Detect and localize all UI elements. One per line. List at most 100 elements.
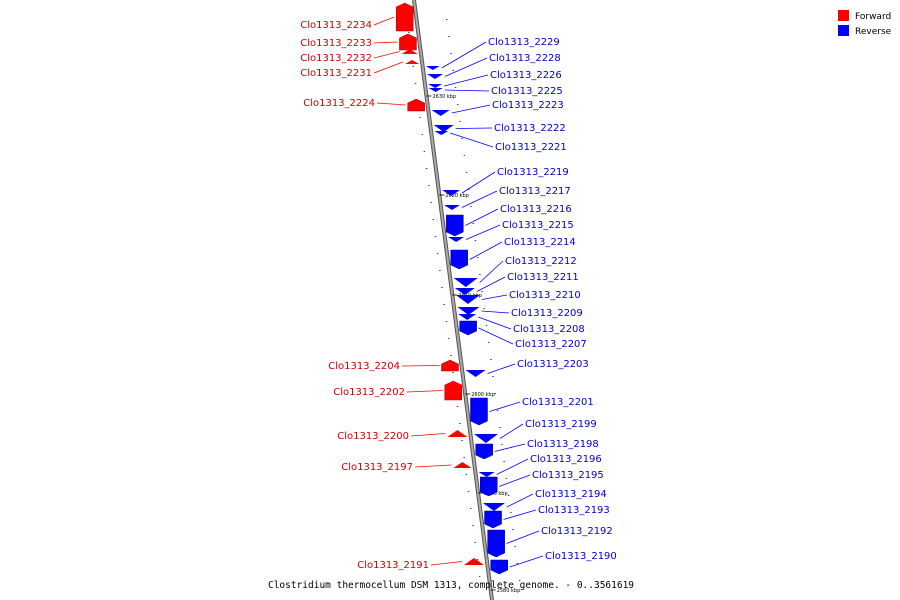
gene-block (399, 33, 417, 51)
gene-label: Clo1313_2203 (517, 359, 589, 370)
spine-marker (476, 559, 479, 560)
label-leader (506, 530, 540, 544)
gene-Clo1313_2192: Clo1313_2192 (487, 526, 613, 558)
label-leader (509, 555, 544, 568)
spine-marker (408, 32, 410, 33)
gene-block (470, 397, 488, 426)
gene-label: Clo1313_2207 (515, 339, 587, 350)
gene-block (478, 472, 495, 477)
label-leader (494, 443, 526, 452)
spine-marker (507, 495, 510, 496)
gene-block (490, 559, 508, 575)
gene-label: Clo1313_2228 (489, 53, 561, 64)
label-leader (499, 423, 524, 439)
gene-block (455, 295, 480, 304)
spine-marker (474, 542, 476, 543)
label-leader (499, 474, 531, 487)
gene-Clo1313_2215: Clo1313_2215 (448, 220, 574, 242)
gene-Clo1313_2196: Clo1313_2196 (478, 454, 602, 477)
gene-Clo1313_2229: Clo1313_2229 (425, 37, 560, 70)
gene-label: Clo1313_2215 (502, 220, 574, 231)
spine-marker (452, 70, 455, 71)
gene-label: Clo1313_2200 (337, 431, 409, 442)
spine-marker (428, 185, 430, 186)
spine-marker (436, 253, 439, 254)
spine-marker (476, 257, 479, 258)
gene-block (443, 205, 460, 210)
gene-Clo1313_2199: Clo1313_2199 (474, 419, 597, 443)
gene-label: Clo1313_2197 (341, 462, 413, 473)
spine-marker (474, 240, 477, 241)
legend-reverse-label: Reverse (855, 27, 892, 37)
spine-marker (479, 274, 481, 275)
gene-label: Clo1313_2212 (505, 256, 577, 267)
spine-marker (478, 576, 481, 577)
spine-marker (452, 372, 454, 373)
label-leader (373, 41, 398, 44)
gene-block (428, 88, 443, 92)
gene-label: Clo1313_2216 (500, 204, 572, 215)
label-leader (478, 327, 514, 345)
spine-marker (465, 474, 468, 475)
spine-marker (490, 359, 492, 360)
gene-Clo1313_2202: Clo1313_2202 (333, 380, 463, 401)
spine-marker (483, 308, 486, 309)
gene-block (459, 320, 477, 336)
spine-marker (448, 36, 450, 37)
label-leader (478, 316, 512, 330)
spine-marker (472, 223, 474, 224)
label-leader (430, 561, 463, 566)
spine-marker (472, 525, 474, 526)
gene-Clo1313_2198: Clo1313_2198 (475, 439, 599, 460)
spine-marker (514, 546, 516, 547)
gene-Clo1313_2207: Clo1313_2207 (459, 320, 587, 350)
gene-label: Clo1313_2199 (525, 419, 597, 430)
label-leader (465, 208, 499, 226)
label-leader (487, 363, 516, 374)
gene-block (448, 237, 465, 242)
gene-Clo1313_2221: Clo1313_2221 (434, 131, 567, 153)
gene-block (425, 66, 440, 70)
gene-block (450, 249, 468, 270)
spine-marker (457, 104, 459, 105)
gene-Clo1313_2219: Clo1313_2219 (442, 167, 569, 196)
gene-Clo1313_2193: Clo1313_2193 (484, 505, 610, 529)
legend-reverse-swatch (838, 25, 849, 36)
label-leader (465, 224, 501, 240)
gene-label: Clo1313_2193 (538, 505, 610, 516)
gene-label: Clo1313_2198 (527, 439, 599, 450)
spine-marker (498, 427, 501, 428)
gene-label: Clo1313_2208 (513, 324, 585, 335)
spine-marker (445, 321, 448, 322)
spine-marker (470, 206, 472, 207)
spine-marker (430, 202, 432, 203)
spine-marker (467, 491, 470, 492)
spine-marker (503, 461, 505, 462)
spine-marker (463, 457, 465, 458)
gene-label: Clo1313_2233 (300, 38, 372, 49)
gene-block (395, 2, 414, 32)
spine-marker (518, 580, 521, 581)
genome-title: Clostridium thermocellum DSM 1313, compl… (268, 580, 634, 591)
spine-marker (492, 376, 494, 377)
gene-block (482, 503, 505, 511)
gene-block (457, 307, 480, 315)
gene-Clo1313_2222: Clo1313_2222 (433, 123, 566, 134)
gene-Clo1313_2216: Clo1313_2216 (446, 204, 572, 237)
gene-label: Clo1313_2217 (499, 186, 571, 197)
gene-block (453, 278, 478, 287)
spine-marker (439, 270, 441, 271)
label-leader (441, 41, 487, 69)
spine-marker (458, 423, 461, 424)
gene-block (479, 476, 498, 497)
spine-marker (441, 287, 443, 288)
gene-block (458, 314, 477, 320)
label-leader (410, 433, 446, 437)
gene-label: Clo1313_2221 (495, 142, 567, 153)
spine-marker (450, 355, 452, 356)
gene-Clo1313_2211: Clo1313_2211 (454, 272, 579, 295)
gene-block (463, 558, 484, 565)
tick-label: 2600 kbp (471, 392, 495, 398)
spine-marker (456, 406, 459, 407)
